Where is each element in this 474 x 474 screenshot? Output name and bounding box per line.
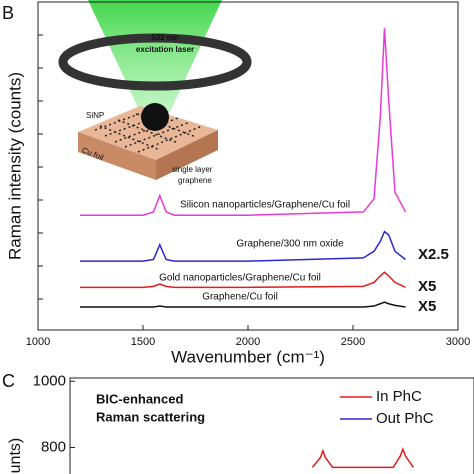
cu-top — [78, 106, 218, 160]
laser-beam — [88, 0, 222, 112]
cu-front — [78, 132, 156, 180]
series-line — [80, 28, 407, 216]
series-line — [311, 446, 415, 469]
chart-title: BIC-enhanced — [96, 391, 183, 406]
series-line — [80, 230, 406, 262]
sinp-sphere — [141, 103, 169, 131]
y-tick-label: 800 — [41, 438, 66, 455]
series-label: Graphene/Cu foil — [202, 292, 278, 303]
x-tick-label: 1500 — [131, 336, 155, 348]
annotation: graphene — [178, 176, 212, 185]
x-axis-title: Wavenumber (cm⁻¹) — [171, 347, 325, 366]
x-tick-label: 1000 — [26, 336, 50, 348]
series-line — [80, 301, 406, 308]
chart-title: Raman scattering — [96, 409, 205, 424]
annotation: excitation laser — [136, 45, 194, 54]
x-tick-label: 2500 — [341, 336, 365, 348]
annotation: single layer — [172, 165, 213, 174]
x-tick-label: 3000 — [446, 336, 470, 348]
scale-factor: X5 — [418, 298, 436, 315]
legend-label: In PhC — [376, 388, 422, 405]
scale-factor: X2.5 — [418, 246, 449, 263]
inset-illustration — [58, 0, 252, 180]
series-label: Gold nanoparticles/Graphene/Cu foil — [159, 273, 321, 284]
y-tick-label: 1000 — [33, 372, 66, 389]
cu-side — [156, 130, 218, 180]
y-axis-title: Raman intensity (counts) — [5, 72, 24, 260]
plot-frame — [69, 377, 474, 474]
panel: B Raman intensity (counts) Wavenumber (cm⁻… — [2, 1, 470, 366]
series-line — [80, 271, 406, 289]
series-label: Silicon nanoparticles/Graphene/Cu foil — [180, 200, 350, 211]
y-axis-title: ounts) — [7, 438, 24, 474]
legend-label: Out PhC — [376, 410, 434, 427]
panel-label: C — [2, 371, 15, 391]
series-label: Graphene/300 nm oxide — [236, 239, 344, 250]
annotation: SiNP — [86, 111, 104, 120]
x-tick-label: 2000 — [236, 336, 260, 348]
objective-ring — [58, 33, 252, 91]
scale-factor: X5 — [418, 278, 436, 295]
panel-label: B — [2, 3, 14, 23]
graphene-lattice — [94, 109, 203, 153]
annotation: 532 nm — [151, 33, 179, 42]
